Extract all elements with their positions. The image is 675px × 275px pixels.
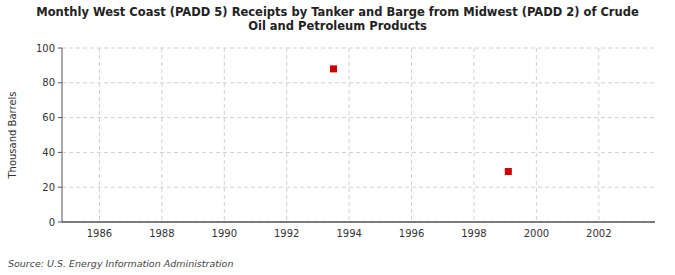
grid-line <box>99 48 100 222</box>
x-tick-label: 1996 <box>399 228 424 239</box>
grid-line <box>62 82 655 83</box>
grid-line <box>473 48 474 222</box>
y-axis-line <box>62 48 63 222</box>
x-tick-label: 2000 <box>524 228 549 239</box>
x-tick-label: 1986 <box>87 228 112 239</box>
y-tick <box>58 82 62 83</box>
grid-line <box>411 48 412 222</box>
grid-line <box>286 48 287 222</box>
point <box>505 168 512 175</box>
source-note: Source: U.S. Energy Information Administ… <box>8 258 233 269</box>
grid-line <box>62 222 655 223</box>
y-tick-label: 100 <box>36 43 55 54</box>
grid-line <box>62 187 655 188</box>
y-tick <box>58 117 62 118</box>
y-tick-label: 60 <box>42 112 55 123</box>
grid-line <box>598 48 599 222</box>
x-tick-label: 2002 <box>586 228 611 239</box>
y-tick <box>58 48 62 49</box>
y-tick <box>58 222 62 223</box>
grid-line <box>536 48 537 222</box>
y-tick <box>58 187 62 188</box>
grid-line <box>62 117 655 118</box>
title: Monthly West Coast (PADD 5) Receipts by … <box>36 5 639 33</box>
marks <box>330 65 512 175</box>
y-tick-label: 40 <box>42 147 55 158</box>
grid-line <box>161 48 162 222</box>
x-tick-label: 1998 <box>461 228 486 239</box>
y-axis-label: Thousand Barrels <box>7 91 18 179</box>
x-tick-label: 1988 <box>149 228 174 239</box>
title-line: Oil and Petroleum Products <box>248 19 427 33</box>
grid-line <box>349 48 350 222</box>
chart-container: Monthly West Coast (PADD 5) Receipts by … <box>0 0 675 275</box>
grid-line <box>224 48 225 222</box>
y-tick-label: 0 <box>49 217 55 228</box>
grid <box>62 48 655 222</box>
x-tick-label: 1994 <box>336 228 361 239</box>
x-tick-label: 1992 <box>274 228 299 239</box>
title-line: Monthly West Coast (PADD 5) Receipts by … <box>36 5 639 19</box>
x-tick-label: 1990 <box>212 228 237 239</box>
point <box>330 65 337 72</box>
y-tick <box>58 152 62 153</box>
y-tick-label: 80 <box>42 77 55 88</box>
chart: Monthly West Coast (PADD 5) Receipts by … <box>0 0 675 275</box>
y-tick-label: 20 <box>42 182 55 193</box>
grid-line <box>62 48 655 49</box>
grid-line <box>62 152 655 153</box>
x-axis-line <box>62 221 655 223</box>
